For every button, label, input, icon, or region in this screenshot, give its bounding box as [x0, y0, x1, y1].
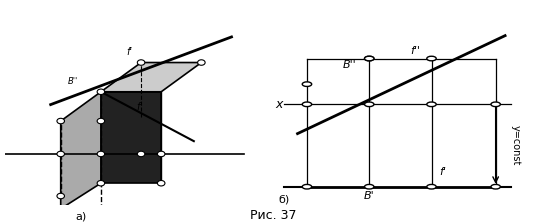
Circle shape: [138, 151, 145, 157]
Circle shape: [157, 151, 165, 157]
Text: f': f': [126, 47, 132, 57]
Circle shape: [427, 56, 436, 61]
Text: f'': f'': [411, 46, 420, 56]
Text: y=const: y=const: [511, 125, 521, 166]
Circle shape: [57, 193, 64, 199]
Polygon shape: [101, 62, 201, 92]
Text: x: x: [275, 98, 282, 111]
Circle shape: [57, 118, 64, 124]
Circle shape: [97, 89, 105, 95]
Circle shape: [138, 60, 145, 65]
Text: B'': B'': [342, 60, 356, 70]
Text: f': f': [440, 167, 446, 177]
Circle shape: [365, 56, 374, 61]
Circle shape: [157, 180, 165, 186]
Circle shape: [57, 151, 64, 157]
Circle shape: [97, 180, 105, 186]
Circle shape: [302, 82, 312, 87]
Text: Рис. 37: Рис. 37: [250, 209, 296, 221]
Circle shape: [97, 151, 105, 157]
Polygon shape: [101, 92, 161, 183]
Circle shape: [427, 184, 436, 189]
Text: б): б): [278, 194, 290, 204]
Text: B'': B'': [68, 77, 79, 87]
Circle shape: [427, 102, 436, 107]
Text: B': B': [364, 191, 375, 201]
Circle shape: [302, 184, 312, 189]
Circle shape: [365, 102, 374, 107]
Circle shape: [491, 102, 500, 107]
Polygon shape: [61, 92, 101, 209]
Circle shape: [365, 56, 374, 61]
Circle shape: [365, 184, 374, 189]
Circle shape: [97, 118, 105, 124]
Circle shape: [302, 102, 312, 107]
Text: а): а): [75, 212, 86, 222]
Text: f: f: [136, 102, 139, 112]
Circle shape: [198, 60, 205, 65]
Circle shape: [491, 184, 500, 189]
